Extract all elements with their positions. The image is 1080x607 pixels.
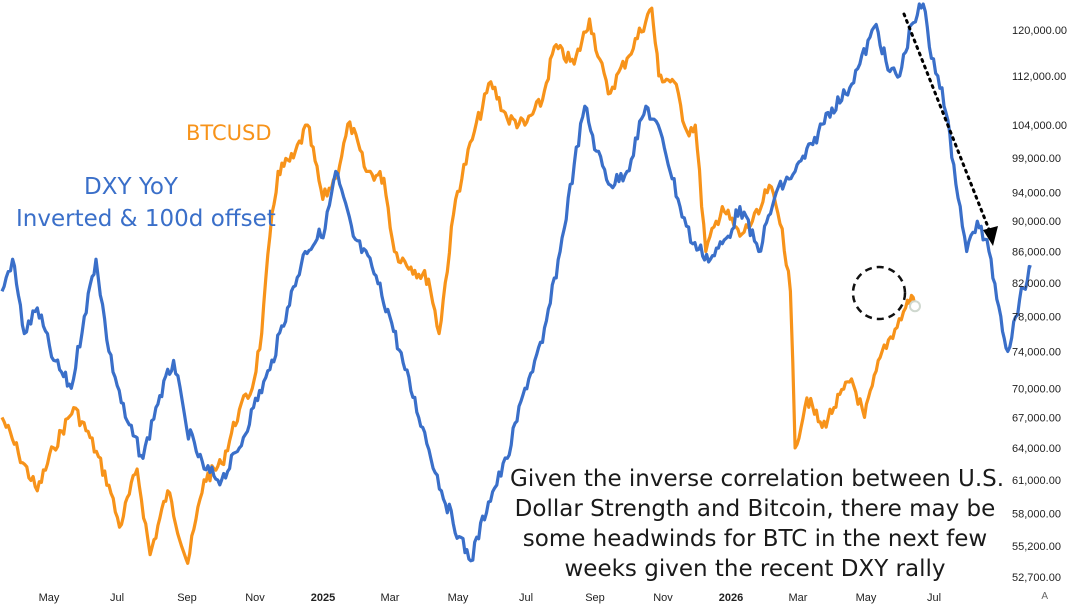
x-tick-label: 2025 bbox=[311, 592, 335, 604]
chart-annotation: Given the inverse correlation between U.… bbox=[510, 464, 1005, 584]
x-tick-label: May bbox=[39, 592, 60, 604]
x-tick-label: 2026 bbox=[719, 592, 743, 604]
annotation-line: weeks given the recent DXY rally bbox=[564, 556, 946, 582]
btc-series-label: BTCUSD bbox=[186, 121, 272, 145]
annotation-line: Dollar Strength and Bitcoin, there may b… bbox=[514, 496, 996, 522]
y-axis: 120,000.00 112,000.00 104,000.00 99,000.00 9… bbox=[1012, 25, 1067, 584]
x-tick-label: Sep bbox=[177, 592, 197, 604]
x-tick-label: Jul bbox=[927, 592, 941, 604]
x-tick-label: Mar bbox=[381, 592, 400, 604]
x-tick-label: Jul bbox=[519, 592, 533, 604]
x-tick-label: Nov bbox=[245, 592, 265, 604]
y-tick-label: 86,000.00 bbox=[1012, 246, 1061, 258]
overlay bbox=[851, 12, 998, 321]
dxy-series-label: DXY YoY bbox=[84, 174, 178, 200]
x-tick-label: May bbox=[856, 592, 877, 604]
y-tick-label: 90,000.00 bbox=[1012, 216, 1061, 228]
x-tick-label: May bbox=[448, 592, 469, 604]
y-tick-label: 67,000.00 bbox=[1012, 412, 1061, 424]
y-tick-label: 120,000.00 bbox=[1012, 25, 1067, 37]
highlight-circle bbox=[851, 265, 907, 321]
dxy-series-sublabel: Inverted & 100d offset bbox=[16, 206, 276, 232]
x-tick-label: Jul bbox=[110, 592, 124, 604]
y-tick-label: 104,000.00 bbox=[1012, 120, 1067, 132]
auto-scale-button[interactable]: A bbox=[1041, 591, 1048, 602]
dxy-series-line bbox=[0, 2, 1032, 563]
x-tick-label: Nov bbox=[653, 592, 673, 604]
trend-arrow-head bbox=[983, 226, 998, 246]
y-tick-label: 74,000.00 bbox=[1012, 346, 1061, 358]
y-tick-label: 82,000.00 bbox=[1012, 278, 1061, 290]
x-tick-label: Sep bbox=[585, 592, 605, 604]
y-tick-label: 55,200.00 bbox=[1012, 541, 1061, 553]
x-tick-label: Mar bbox=[789, 592, 808, 604]
y-tick-label: 64,000.00 bbox=[1012, 443, 1061, 455]
y-tick-label: 52,700.00 bbox=[1012, 572, 1061, 584]
y-tick-label: 70,000.00 bbox=[1012, 383, 1061, 395]
y-tick-label: 61,000.00 bbox=[1012, 475, 1061, 487]
y-tick-label: 78,000.00 bbox=[1012, 311, 1061, 323]
y-tick-label: 112,000.00 bbox=[1012, 71, 1066, 83]
y-tick-label: 99,000.00 bbox=[1012, 153, 1061, 165]
y-tick-label: 94,000.00 bbox=[1012, 187, 1061, 199]
plot-area bbox=[0, 2, 1032, 565]
annotation-line: some headwinds for BTC in the next few bbox=[522, 526, 988, 552]
x-axis: May Jul Sep Nov 2025 Mar May Jul Sep Nov 2026 Mar Ma… bbox=[39, 592, 941, 604]
trend-arrow-line bbox=[902, 12, 992, 234]
btc-series-line bbox=[0, 6, 917, 565]
y-tick-label: 58,000.00 bbox=[1012, 508, 1061, 520]
btc-last-price-marker bbox=[908, 300, 921, 313]
annotation-line: Given the inverse correlation between U.… bbox=[510, 466, 1005, 492]
